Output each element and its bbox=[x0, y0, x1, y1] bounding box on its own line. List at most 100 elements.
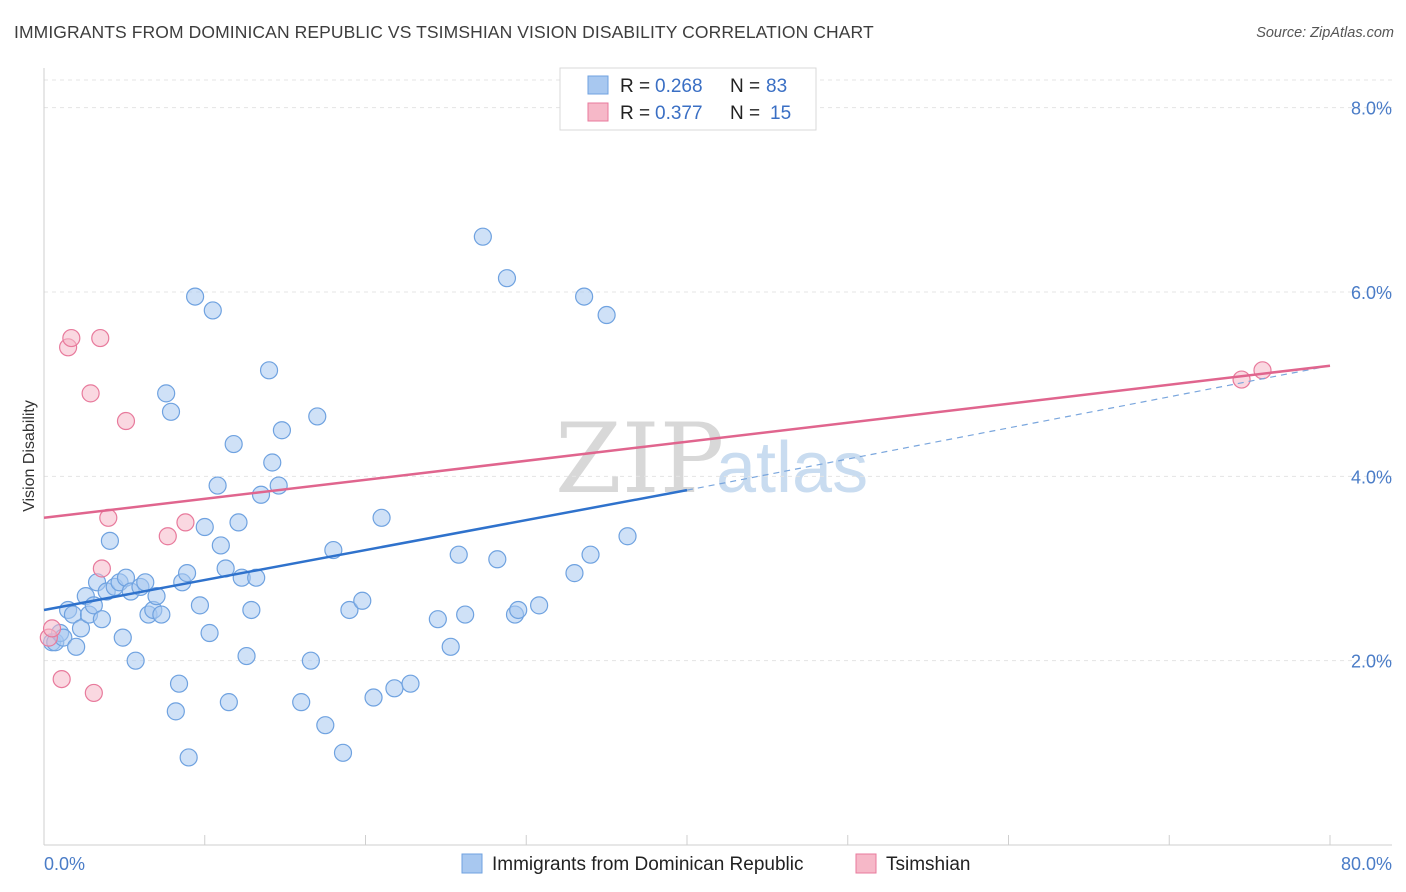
y-tick-label-2: 2.0% bbox=[1351, 652, 1392, 672]
point-0-42 bbox=[219, 693, 238, 712]
point-0-61 bbox=[353, 591, 372, 610]
legend-n-value-2: 15 bbox=[770, 103, 791, 124]
legend-r-label-1: R = bbox=[620, 76, 650, 97]
watermark-atlas: atlas bbox=[716, 428, 868, 508]
point-0-79 bbox=[597, 305, 616, 325]
axes bbox=[43, 68, 1392, 846]
trend-line-dominican bbox=[43, 488, 688, 612]
point-0-68 bbox=[449, 545, 468, 564]
legend-swatch-tsimshian bbox=[587, 102, 609, 122]
x-tick-label-max: 80.0% bbox=[1341, 854, 1392, 874]
point-0-7 bbox=[71, 619, 91, 638]
y-axis-title: Vision Disability bbox=[21, 400, 38, 512]
point-0-25 bbox=[147, 587, 166, 606]
bottom-legend: Immigrants from Dominican Republic Tsims… bbox=[461, 853, 970, 875]
point-0-69 bbox=[456, 605, 475, 624]
y-tick-label-8: 8.0% bbox=[1351, 99, 1392, 119]
point-0-26 bbox=[152, 605, 171, 624]
point-0-55 bbox=[301, 651, 320, 670]
point-1-1 bbox=[42, 619, 62, 638]
point-0-59 bbox=[333, 743, 353, 762]
point-0-56 bbox=[308, 407, 327, 426]
point-0-77 bbox=[575, 287, 594, 306]
bottom-legend-label-dominican: Immigrants from Dominican Republic bbox=[492, 854, 804, 875]
x-tick-label-min: 0.0% bbox=[44, 854, 85, 874]
point-0-80 bbox=[618, 527, 637, 546]
point-0-14 bbox=[100, 531, 120, 550]
point-0-33 bbox=[179, 748, 198, 767]
x-ticks bbox=[204, 835, 1331, 845]
point-0-39 bbox=[208, 476, 227, 495]
point-1-2 bbox=[52, 669, 71, 689]
point-1-13 bbox=[1232, 370, 1251, 389]
point-0-29 bbox=[166, 702, 185, 721]
point-0-50 bbox=[259, 361, 279, 380]
point-0-72 bbox=[497, 269, 517, 288]
point-0-51 bbox=[263, 453, 282, 472]
legend-swatch-dominican bbox=[587, 75, 609, 95]
point-0-75 bbox=[530, 596, 549, 615]
point-0-12 bbox=[92, 610, 111, 629]
series-dominican-republic bbox=[42, 227, 637, 767]
source-credit: Source: ZipAtlas.com bbox=[1256, 25, 1394, 41]
point-0-62 bbox=[364, 688, 383, 707]
legend-n-label-2: N = bbox=[730, 103, 760, 124]
point-0-38 bbox=[203, 301, 222, 320]
point-1-4 bbox=[62, 328, 81, 348]
point-1-5 bbox=[81, 384, 100, 403]
point-0-63 bbox=[372, 508, 391, 527]
point-0-60 bbox=[340, 600, 359, 620]
bottom-legend-label-tsimshian: Tsimshian bbox=[886, 854, 970, 875]
y-tick-label-6: 6.0% bbox=[1351, 283, 1392, 303]
point-0-53 bbox=[272, 421, 292, 440]
point-0-40 bbox=[211, 536, 230, 555]
bottom-legend-swatch-dominican bbox=[461, 853, 483, 874]
y-tick-label-4: 4.0% bbox=[1351, 467, 1392, 487]
point-0-17 bbox=[113, 628, 132, 647]
point-1-6 bbox=[84, 683, 103, 703]
legend-r-value-1: 0.268 bbox=[655, 76, 703, 97]
point-1-14 bbox=[1253, 361, 1272, 380]
legend-r-value-2: 0.377 bbox=[655, 103, 703, 124]
point-0-43 bbox=[224, 434, 243, 454]
point-0-36 bbox=[195, 517, 214, 537]
watermark-zip: ZIP bbox=[555, 403, 724, 515]
point-1-11 bbox=[158, 527, 177, 546]
trend-line-tsimshian bbox=[43, 364, 1331, 520]
point-1-8 bbox=[92, 559, 111, 578]
point-0-70 bbox=[473, 227, 492, 246]
point-0-57 bbox=[316, 716, 335, 735]
point-0-54 bbox=[292, 693, 311, 712]
legend-r-label-2: R = bbox=[620, 103, 650, 124]
point-0-34 bbox=[186, 287, 205, 306]
point-0-67 bbox=[441, 637, 460, 656]
bottom-legend-swatch-tsimshian bbox=[855, 853, 877, 874]
point-0-44 bbox=[229, 513, 248, 532]
series-tsimshian bbox=[39, 328, 1272, 703]
point-0-28 bbox=[161, 402, 181, 421]
point-0-30 bbox=[169, 674, 189, 693]
point-0-6 bbox=[67, 637, 86, 656]
point-0-47 bbox=[242, 600, 261, 620]
point-0-65 bbox=[401, 674, 420, 693]
point-0-49 bbox=[251, 485, 271, 504]
point-0-64 bbox=[385, 679, 404, 698]
point-0-78 bbox=[581, 545, 600, 564]
point-1-7 bbox=[91, 328, 110, 348]
point-0-27 bbox=[157, 384, 176, 403]
point-0-66 bbox=[428, 610, 447, 629]
point-0-20 bbox=[126, 651, 145, 670]
point-0-74 bbox=[509, 600, 528, 620]
point-1-10 bbox=[116, 411, 136, 431]
legend-n-value-1: 83 bbox=[766, 76, 787, 97]
point-0-22 bbox=[136, 573, 155, 592]
trend-lines bbox=[43, 364, 1331, 612]
point-0-37 bbox=[200, 623, 219, 643]
chart-title: IMMIGRANTS FROM DOMINICAN REPUBLIC VS TS… bbox=[14, 22, 874, 42]
y-tick-labels: 2.0% 4.0% 6.0% 8.0% bbox=[1351, 99, 1392, 672]
point-0-35 bbox=[190, 596, 210, 615]
top-legend: R = 0.268 N = 83 R = 0.377 N = 15 bbox=[559, 67, 817, 131]
point-0-71 bbox=[488, 550, 507, 569]
point-0-76 bbox=[565, 564, 584, 583]
